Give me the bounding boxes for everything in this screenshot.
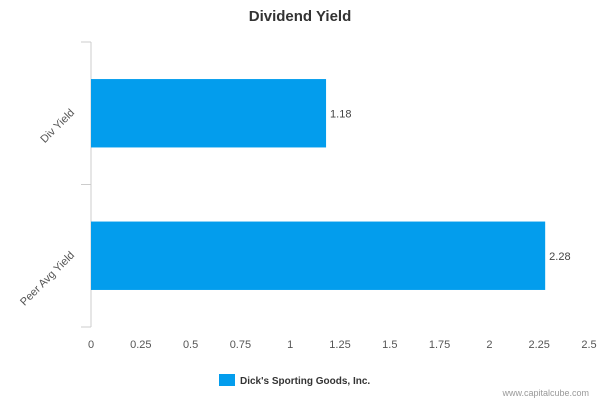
credit-text: www.capitalcube.com	[501, 388, 589, 398]
data-labels: 1.18 2.28	[330, 108, 571, 263]
x-axis-ticks: 0 0.25 0.5 0.75 1 1.25 1.5 1.75 2 2.25 2.5	[88, 339, 597, 351]
category-labels: Div Yield Peer Avg Yield	[18, 107, 77, 308]
legend: Dick's Sporting Goods, Inc.	[219, 374, 370, 387]
bar-peer-avg-yield	[91, 221, 546, 290]
data-label: 2.28	[549, 251, 570, 263]
x-tick-label: 0.75	[230, 339, 251, 351]
x-tick-label: 2	[486, 339, 492, 351]
bar-div-yield	[91, 79, 327, 148]
x-tick-label: 1.75	[429, 339, 450, 351]
x-tick-label: 2.25	[528, 339, 549, 351]
category-label: Div Yield	[38, 107, 77, 146]
x-tick-label: 1	[287, 339, 293, 351]
chart-title: Dividend Yield	[249, 8, 352, 25]
chart-axes	[81, 41, 92, 328]
x-tick-label: 2.5	[581, 339, 596, 351]
x-tick-label: 0.25	[130, 339, 151, 351]
x-tick-label: 0.5	[183, 339, 198, 351]
x-tick-label: 0	[88, 339, 94, 351]
data-label: 1.18	[330, 108, 351, 120]
x-tick-label: 1.25	[329, 339, 350, 351]
legend-label: Dick's Sporting Goods, Inc.	[240, 376, 370, 387]
category-label: Peer Avg Yield	[18, 249, 77, 308]
x-tick-label: 1.5	[382, 339, 397, 351]
chart-bars	[91, 79, 546, 290]
legend-swatch	[219, 374, 235, 386]
